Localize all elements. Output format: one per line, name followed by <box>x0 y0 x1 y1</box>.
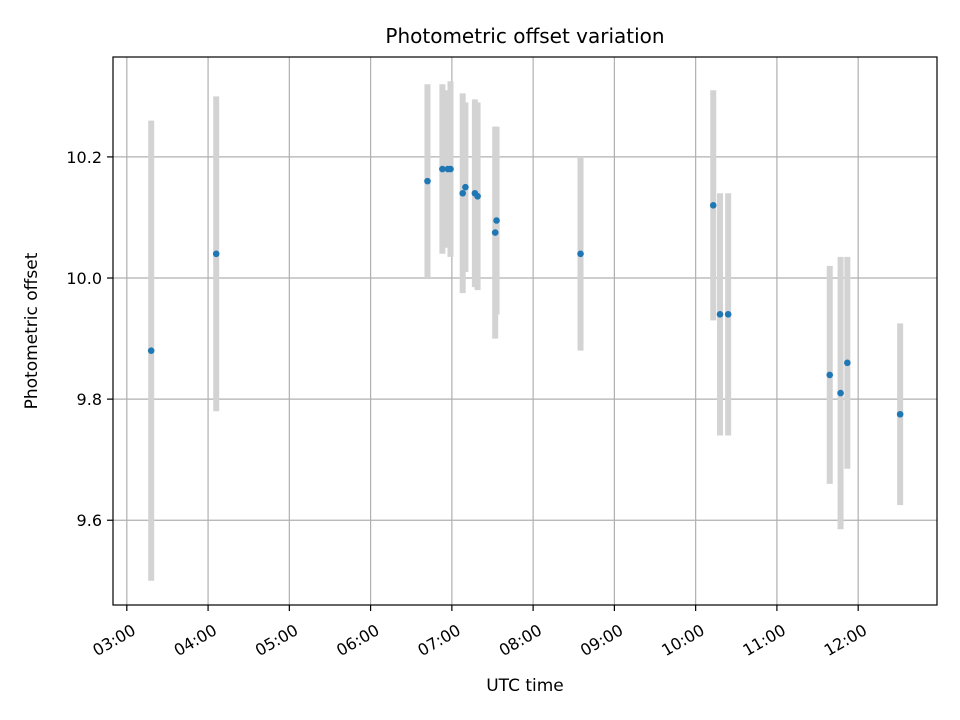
data-point <box>577 250 584 258</box>
y-tick-label: 9.8 <box>77 390 102 409</box>
x-tick-label: 12:00 <box>821 620 870 660</box>
data-point <box>826 371 834 379</box>
x-tick-label: 04:00 <box>171 620 220 660</box>
x-tick-label: 08:00 <box>496 620 545 660</box>
data-point <box>716 311 724 318</box>
data-point <box>424 177 431 185</box>
grid <box>113 57 937 605</box>
data-point <box>724 311 732 318</box>
x-tick-label: 06:00 <box>333 620 382 660</box>
x-tick-label: 10:00 <box>658 620 707 660</box>
data-point <box>896 410 904 418</box>
x-tick-label: 05:00 <box>252 620 301 660</box>
data-point <box>439 165 446 173</box>
data-point <box>212 250 220 258</box>
data-point <box>709 202 717 209</box>
y-tick-label: 10.0 <box>66 269 102 288</box>
axis-ticks <box>107 156 859 611</box>
plot-frame <box>112 56 938 606</box>
y-axis-title: Photometric offset <box>22 252 42 409</box>
chart-title: Photometric offset variation <box>385 24 664 48</box>
data-point <box>844 359 851 367</box>
x-tick-label: 11:00 <box>739 620 788 660</box>
x-tick-label: 03:00 <box>89 620 138 660</box>
data-point <box>147 347 155 354</box>
x-tick-label: 09:00 <box>577 620 626 660</box>
data-point <box>493 217 500 224</box>
error-bars <box>148 81 904 581</box>
data-point <box>474 192 481 200</box>
y-tick-label: 10.2 <box>66 148 102 167</box>
data-point <box>447 165 454 173</box>
data-points <box>147 165 904 418</box>
data-point <box>837 389 844 397</box>
data-point <box>491 229 499 236</box>
data-point <box>462 183 469 191</box>
y-tick-label: 9.6 <box>77 511 102 530</box>
x-axis-title: UTC time <box>486 676 564 696</box>
data-point <box>459 189 466 197</box>
x-tick-label: 07:00 <box>414 620 463 660</box>
